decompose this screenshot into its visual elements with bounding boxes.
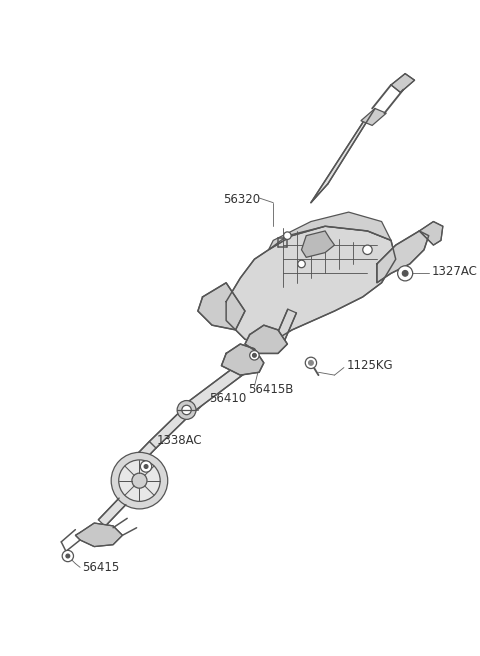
Circle shape <box>402 270 408 276</box>
Circle shape <box>140 461 152 472</box>
Circle shape <box>284 232 291 239</box>
Circle shape <box>298 260 305 268</box>
Circle shape <box>62 550 73 562</box>
Polygon shape <box>301 231 335 257</box>
Circle shape <box>144 464 148 468</box>
Text: 1327AC: 1327AC <box>432 265 478 278</box>
Circle shape <box>305 358 317 369</box>
Polygon shape <box>198 283 245 330</box>
Circle shape <box>397 266 413 281</box>
Circle shape <box>132 473 147 488</box>
Polygon shape <box>98 498 126 526</box>
Text: 56410: 56410 <box>209 392 246 405</box>
Text: 56415B: 56415B <box>248 382 293 396</box>
Polygon shape <box>311 108 375 203</box>
Polygon shape <box>268 212 391 250</box>
Text: 56415: 56415 <box>82 561 119 574</box>
Polygon shape <box>420 222 443 245</box>
Circle shape <box>66 554 70 558</box>
Circle shape <box>182 405 191 415</box>
Text: 1338AC: 1338AC <box>156 434 202 447</box>
Polygon shape <box>245 325 288 354</box>
Polygon shape <box>119 441 156 479</box>
Polygon shape <box>221 344 264 375</box>
Polygon shape <box>226 226 396 344</box>
Circle shape <box>252 354 256 358</box>
Polygon shape <box>75 523 122 546</box>
Polygon shape <box>149 407 192 448</box>
Circle shape <box>177 401 196 419</box>
Circle shape <box>309 361 313 365</box>
Polygon shape <box>361 108 386 125</box>
Text: 1125KG: 1125KG <box>347 359 394 372</box>
Circle shape <box>119 460 160 501</box>
Polygon shape <box>391 73 415 92</box>
Circle shape <box>111 453 168 509</box>
Polygon shape <box>274 309 297 346</box>
Circle shape <box>363 245 372 255</box>
Circle shape <box>250 350 259 360</box>
Text: 56320: 56320 <box>223 194 261 207</box>
Polygon shape <box>377 231 429 283</box>
Polygon shape <box>183 363 247 415</box>
